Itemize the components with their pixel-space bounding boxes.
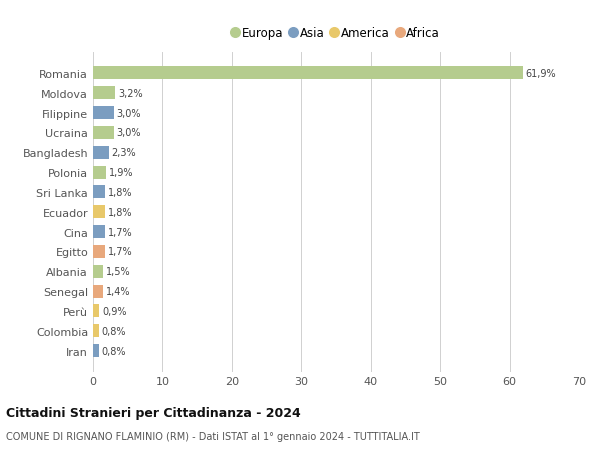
Bar [93, 344, 98, 357]
Text: 0,9%: 0,9% [102, 306, 127, 316]
Text: Cittadini Stranieri per Cittadinanza - 2024: Cittadini Stranieri per Cittadinanza - 2… [6, 406, 301, 419]
Bar [93, 206, 106, 219]
Bar [93, 87, 115, 100]
Bar [93, 226, 105, 239]
Bar [93, 285, 103, 298]
Bar [93, 146, 109, 159]
Text: 0,8%: 0,8% [101, 346, 126, 356]
Bar [93, 305, 99, 318]
Text: 2,3%: 2,3% [112, 148, 136, 158]
Text: 3,0%: 3,0% [116, 108, 141, 118]
Text: 3,0%: 3,0% [116, 128, 141, 138]
Bar [93, 246, 105, 258]
Text: COMUNE DI RIGNANO FLAMINIO (RM) - Dati ISTAT al 1° gennaio 2024 - TUTTITALIA.IT: COMUNE DI RIGNANO FLAMINIO (RM) - Dati I… [6, 431, 420, 442]
Text: 1,7%: 1,7% [107, 227, 132, 237]
Text: 61,9%: 61,9% [526, 69, 556, 78]
Bar [93, 67, 523, 80]
Text: 1,9%: 1,9% [109, 168, 133, 178]
Text: 1,8%: 1,8% [108, 188, 133, 197]
Bar [93, 127, 114, 140]
Bar [93, 265, 103, 278]
Bar [93, 186, 106, 199]
Bar [93, 107, 114, 120]
Text: 1,5%: 1,5% [106, 267, 131, 277]
Text: 1,8%: 1,8% [108, 207, 133, 217]
Text: 3,2%: 3,2% [118, 89, 143, 99]
Legend: Europa, Asia, America, Africa: Europa, Asia, America, Africa [229, 23, 443, 44]
Text: 1,7%: 1,7% [107, 247, 132, 257]
Bar [93, 166, 106, 179]
Bar [93, 325, 98, 337]
Text: 1,4%: 1,4% [106, 286, 130, 297]
Text: 0,8%: 0,8% [101, 326, 126, 336]
